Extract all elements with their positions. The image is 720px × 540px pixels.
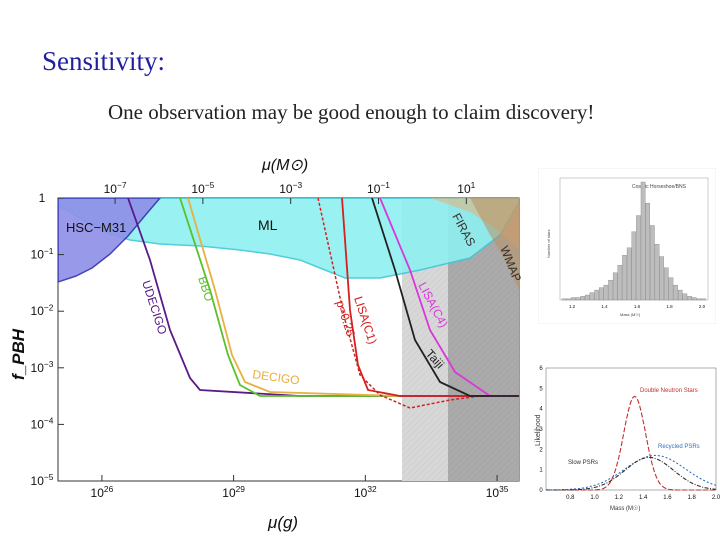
likelihood-y-tick-label: 6 (539, 366, 543, 372)
bbo-curve (179, 198, 400, 397)
top-tick-label: 10−5 (191, 180, 214, 196)
hist-bar (575, 297, 581, 301)
lisa-p025-curve (317, 198, 481, 409)
likelihood-x-tick-label: 1.2 (615, 495, 624, 501)
mass-histogram: Cosmic Horseshoe/BNS Number of stars Mas… (538, 168, 716, 324)
likelihood-x-tick-label: 2.0 (712, 495, 720, 501)
hist-ylabel: Number of stars (546, 230, 551, 258)
top-tick-label: 10−1 (367, 180, 390, 196)
likelihood-x-tick-label: 1.8 (688, 495, 697, 501)
y-tick-label: 1 (39, 191, 46, 205)
hist-bar (687, 296, 692, 301)
hist-bar (668, 277, 674, 301)
recycled-psrs-label: Recycled PSRs (658, 444, 700, 450)
hist-bar (650, 225, 655, 301)
decigo-label: DECIGO (252, 367, 301, 387)
y-axis-label: f_PBH (9, 328, 28, 380)
hist-bar (585, 294, 590, 301)
hist-bar (631, 231, 637, 301)
hist-bar (561, 298, 567, 301)
hist-bar (566, 298, 572, 301)
hist-bar (654, 243, 660, 301)
likelihood-xlabel: Mass (M☉) (610, 505, 640, 512)
hist-x-tick-label: 1.4 (601, 304, 608, 309)
hist-x-tick-label: 1.6 (634, 304, 641, 309)
hsc-m31-label: HSC−M31 (66, 220, 126, 235)
taiji-curve (371, 198, 519, 397)
hist-bar (589, 292, 595, 301)
likelihood-y-tick-label: 3 (539, 427, 543, 433)
hist-bar (645, 202, 651, 301)
y-tick-label: 10−1 (31, 246, 54, 262)
slide-title: Sensitivity: (42, 46, 166, 76)
x-axis-label: μ(g) (267, 513, 298, 532)
slide-subtitle: One observation may be good enough to cl… (108, 100, 595, 124)
hist-bar (659, 256, 664, 301)
y-tick-label: 10−2 (31, 302, 54, 318)
hist-bar (594, 289, 599, 301)
hist-bar (664, 267, 669, 301)
ml-label: ML (258, 217, 278, 233)
likelihood-curve-2 (546, 456, 717, 491)
hist-bar (603, 284, 609, 301)
hist-bar (682, 293, 688, 301)
hist-x-tick-label: 1.8 (666, 304, 673, 309)
wmap-region (470, 198, 519, 290)
likelihood-x-tick-label: 1.6 (663, 495, 672, 501)
y-tick-label: 10−3 (31, 359, 54, 375)
hist-xlabel: Mass (M☉) (620, 312, 641, 317)
hist-bar (617, 265, 623, 301)
likelihood-y-tick-label: 0 (539, 488, 543, 494)
hist-bar (608, 279, 613, 301)
x-tick-label: 1029 (222, 484, 245, 500)
y-tick-label: 10−5 (31, 472, 54, 488)
top-axis-label: μ(M⊙) (261, 157, 308, 174)
likelihood-x-tick-label: 1.0 (590, 495, 599, 501)
dns-label: Double Neutron Stars (640, 388, 698, 394)
hist-bar (691, 297, 697, 301)
hist-bar (640, 181, 646, 301)
sensitivity-plot: HSC−M31 ML FIRAS WMAP UDECIGO BBO DECIGO… (9, 157, 524, 532)
hist-title: Cosmic Horseshoe/BNS (632, 184, 687, 190)
likelihood-y-tick-label: 1 (539, 468, 543, 474)
top-tick-label: 101 (457, 180, 475, 196)
x-tick-label: 1026 (91, 484, 114, 500)
hist-bar (612, 272, 618, 301)
slow-psrs-label: Slow PSRs (568, 460, 598, 466)
hist-x-tick-label: 2.0 (699, 304, 706, 309)
hist-bar (673, 284, 678, 301)
y-tick-label: 10−4 (31, 416, 54, 432)
likelihood-curve-0 (546, 395, 716, 491)
hist-bar (636, 215, 641, 301)
likelihood-plot: Likelihood Mass (M☉) Double Neutron Star… (530, 362, 720, 516)
x-tick-label: 1032 (354, 484, 377, 500)
top-tick-label: 10−7 (104, 180, 127, 196)
likelihood-y-tick-label: 4 (539, 407, 543, 413)
decigo-curve (187, 198, 401, 397)
likelihood-x-tick-label: 0.8 (566, 495, 575, 501)
hist-bar (571, 297, 576, 301)
hist-bar (622, 255, 627, 301)
likelihood-x-tick-label: 1.4 (639, 495, 648, 501)
likelihood-y-tick-label: 5 (539, 386, 543, 392)
hist-x-tick-label: 1.2 (569, 304, 576, 309)
hist-bar (599, 287, 604, 301)
hist-bar (580, 296, 585, 301)
hist-bar (677, 289, 683, 301)
x-tick-label: 1035 (486, 484, 509, 500)
likelihood-y-tick-label: 2 (539, 447, 543, 453)
likelihood-ylabel: Likelihood (535, 414, 542, 446)
likelihood-curve-1 (546, 454, 717, 491)
hist-bar (696, 298, 702, 301)
hist-bar (701, 298, 706, 301)
hist-bar (626, 247, 632, 301)
top-tick-label: 10−3 (279, 180, 302, 196)
